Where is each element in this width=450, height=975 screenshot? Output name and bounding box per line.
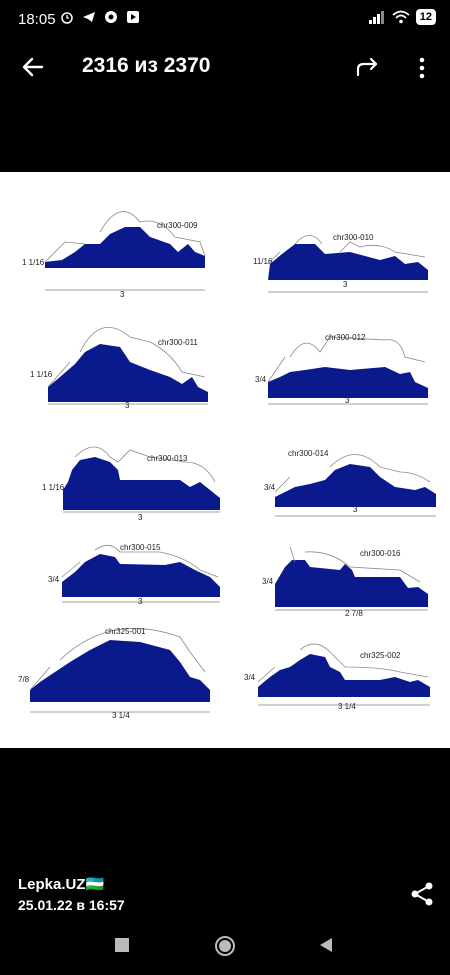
molding-height: 3/4 — [264, 483, 276, 492]
top-app-bar: 2316 из 2370 — [0, 40, 450, 95]
author-name[interactable]: Lepka.UZ🇺🇿 — [18, 876, 105, 893]
molding-width: 3 1/4 — [338, 702, 356, 711]
molding-code: chr325-001 — [105, 627, 146, 636]
system-navigation-bar — [0, 925, 450, 975]
molding-width: 3 — [138, 513, 143, 522]
molding-item: chr300-013 3 1 1/16 — [42, 446, 220, 522]
molding-height: 7/8 — [18, 675, 30, 684]
molding-width: 2 7/8 — [345, 609, 363, 618]
molding-item: chr300-009 3 1 1/16 — [22, 211, 206, 299]
back-button[interactable] — [318, 937, 334, 953]
molding-code: chr300-010 — [333, 233, 374, 242]
molding-item: chr325-001 3 1/4 7/8 — [18, 627, 210, 720]
molding-height: 1 1/16 — [30, 370, 53, 379]
status-bar: 18:05 12 — [0, 0, 450, 40]
home-button[interactable] — [214, 935, 236, 957]
molding-item: chr300-010 3 11/16 — [253, 233, 428, 293]
molding-item: chr300-011 3 1 1/16 — [30, 327, 208, 410]
molding-width: 3 — [125, 401, 130, 410]
molding-width: 3 — [343, 280, 348, 289]
post-date: 25.01.22 в 16:57 — [18, 897, 125, 913]
recents-button[interactable] — [114, 937, 130, 953]
molding-code: chr300-009 — [157, 221, 198, 230]
molding-catalog-image: chr300-009 3 1 1/16 chr300-010 3 11/16 c… — [18, 211, 436, 720]
share-arrow-icon[interactable] — [354, 53, 382, 81]
molding-code: chr300-012 — [325, 333, 366, 342]
molding-height: 3/4 — [244, 673, 256, 682]
molding-width: 3 — [353, 505, 358, 514]
wifi-icon — [392, 10, 410, 24]
telegram-icon — [83, 12, 95, 22]
photo-viewer[interactable]: chr300-009 3 1 1/16 chr300-010 3 11/16 c… — [0, 172, 450, 748]
molding-item: chr325-002 3 1/4 3/4 — [244, 643, 430, 711]
chrome-icon — [105, 11, 117, 23]
notification-icons — [60, 10, 140, 24]
molding-height: 11/16 — [253, 257, 273, 266]
molding-code: chr300-016 — [360, 549, 401, 558]
status-time: 18:05 — [18, 11, 56, 28]
molding-item: chr300-015 3 3/4 — [48, 543, 220, 606]
molding-item: chr300-016 2 7/8 3/4 — [262, 546, 428, 618]
battery-indicator: 12 — [415, 9, 436, 25]
molding-item: chr300-012 3 3/4 — [255, 333, 428, 405]
page-title: 2316 из 2370 — [82, 54, 211, 77]
molding-code: chr300-014 — [288, 449, 329, 458]
molding-height: 3/4 — [262, 577, 274, 586]
alarm-icon — [61, 12, 73, 24]
molding-width: 3 — [138, 597, 143, 606]
arrow-left-icon[interactable] — [18, 52, 48, 82]
more-vert-icon[interactable] — [410, 54, 434, 82]
molding-code: chr300-011 — [158, 338, 198, 347]
share-icon[interactable] — [408, 880, 436, 908]
molding-width: 3 — [120, 290, 125, 299]
photo-caption: Lepka.UZ🇺🇿 25.01.22 в 16:57 — [18, 875, 125, 913]
signal-icon — [368, 11, 384, 24]
molding-item: chr300-014 3 3/4 — [264, 449, 436, 517]
system-icons: 12 — [368, 9, 436, 25]
play-icon — [127, 11, 139, 23]
molding-height: 1 1/16 — [22, 258, 45, 267]
molding-width: 3 1/4 — [112, 711, 130, 720]
molding-code: chr300-013 — [147, 454, 188, 463]
molding-code: chr300-015 — [120, 543, 161, 552]
molding-height: 3/4 — [255, 375, 267, 384]
molding-width: 3 — [345, 396, 350, 405]
molding-code: chr325-002 — [360, 651, 401, 660]
molding-height: 3/4 — [48, 575, 60, 584]
molding-height: 1 1/16 — [42, 483, 65, 492]
